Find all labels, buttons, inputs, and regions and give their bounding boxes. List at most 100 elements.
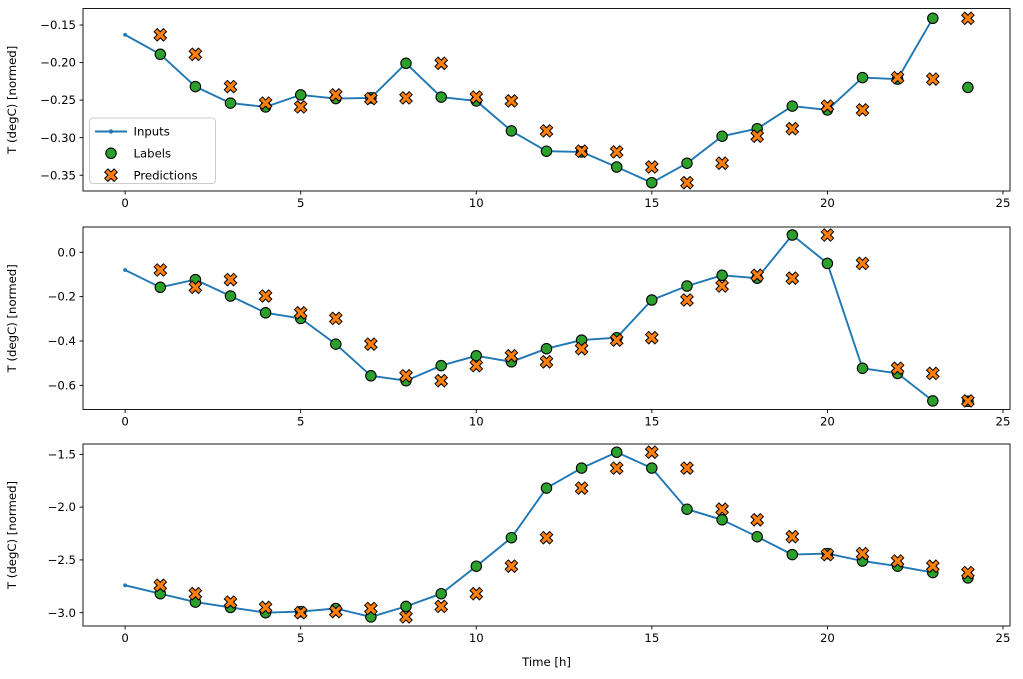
x-tick-label: 5 — [297, 631, 304, 645]
label-marker — [681, 503, 693, 515]
label-marker — [400, 57, 412, 70]
prediction-marker — [189, 48, 201, 60]
y-tick-label: −0.30 — [40, 131, 76, 145]
labels-circle-icon — [105, 147, 117, 160]
y-tick-label: −2.5 — [48, 553, 76, 567]
label-marker — [470, 350, 483, 362]
x-tick-label: 15 — [644, 415, 659, 429]
legend-item-labels: Labels — [105, 146, 171, 160]
prediction-marker — [295, 607, 307, 619]
prediction-marker — [330, 312, 342, 324]
label-marker — [224, 290, 237, 302]
prediction-marker — [365, 338, 377, 350]
prediction-marker — [856, 548, 869, 560]
prediction-marker — [224, 81, 237, 93]
prediction-marker — [892, 72, 904, 84]
legend: Inputs Labels Predictions — [89, 117, 216, 184]
label-marker — [540, 145, 553, 157]
label-marker — [470, 560, 483, 572]
y-tick-label: −0.4 — [48, 334, 76, 348]
inputs-dot-icon — [108, 129, 114, 134]
prediction-marker — [681, 177, 693, 189]
label-marker — [505, 531, 518, 544]
prediction-marker — [295, 307, 307, 319]
prediction-marker — [189, 588, 201, 600]
label-marker — [681, 157, 693, 169]
prediction-marker — [470, 588, 482, 600]
prediction-marker — [751, 269, 763, 281]
inputs-line — [124, 451, 933, 618]
prediction-marker — [224, 274, 237, 286]
prediction-marker — [646, 446, 658, 458]
x-axis-title: Time [h] — [521, 655, 571, 669]
predictions-series — [153, 228, 975, 408]
label-marker — [716, 514, 728, 526]
label-marker — [435, 359, 447, 372]
label-marker — [505, 125, 518, 137]
inputs-series — [123, 450, 935, 619]
prediction-marker — [786, 272, 798, 284]
inputs-series — [123, 233, 935, 403]
x-tick-label: 25 — [996, 415, 1011, 429]
prediction-marker — [540, 532, 553, 544]
input-point — [123, 268, 127, 272]
prediction-marker — [435, 375, 447, 387]
label-marker — [259, 307, 272, 319]
prediction-marker — [611, 334, 623, 346]
prediction-marker — [260, 290, 272, 302]
input-point — [123, 583, 127, 588]
labels-series — [154, 12, 974, 189]
y-tick-label: −0.25 — [40, 93, 76, 107]
y-tick-label: −1.5 — [48, 447, 76, 461]
predictions-series — [153, 445, 975, 624]
prediction-marker — [154, 264, 166, 276]
prediction-marker — [962, 567, 974, 579]
label-marker — [154, 281, 167, 294]
label-marker — [610, 161, 623, 173]
prediction-marker — [224, 596, 237, 608]
prediction-marker — [470, 91, 482, 103]
prediction-marker — [962, 12, 974, 24]
y-tick-label: −0.20 — [40, 56, 76, 70]
label-marker — [786, 100, 799, 112]
prediction-marker — [821, 100, 833, 112]
prediction-marker — [330, 606, 342, 618]
label-marker — [646, 462, 658, 474]
label-marker — [646, 294, 658, 306]
prediction-marker — [260, 601, 272, 613]
inputs-series — [123, 16, 935, 185]
label-marker — [540, 342, 553, 355]
labels-series — [154, 229, 974, 408]
prediction-marker — [400, 611, 412, 623]
x-tick-label: 10 — [469, 415, 484, 429]
prediction-marker — [260, 97, 272, 109]
prediction-marker — [786, 123, 798, 135]
prediction-marker — [435, 57, 447, 69]
label-marker — [681, 280, 693, 292]
prediction-marker — [892, 362, 904, 374]
label-marker — [821, 257, 834, 270]
subplot-3: 0 5 10 15 20 25 −1.5 −2.0 −2.5 −3.0 — [48, 443, 1011, 645]
prediction-marker — [856, 257, 869, 269]
label-marker — [435, 91, 447, 103]
prediction-marker — [751, 130, 763, 142]
x-tick-label: 20 — [820, 196, 835, 210]
prediction-marker — [962, 395, 974, 407]
label-marker — [365, 370, 377, 382]
y-tick-label: −3.0 — [48, 606, 76, 620]
label-marker — [786, 548, 799, 561]
label-marker — [540, 482, 553, 494]
input-point — [123, 32, 127, 37]
x-tick-label: 20 — [820, 415, 835, 429]
prediction-marker — [576, 145, 588, 157]
label-marker — [927, 395, 939, 407]
y-axis-title-2: T (degC) [normed] — [5, 264, 19, 373]
label-marker — [646, 176, 658, 189]
label-marker — [294, 89, 307, 101]
prediction-marker — [821, 229, 833, 241]
inputs-line — [124, 17, 934, 184]
prediction-marker — [505, 350, 517, 362]
legend-label-predictions: Predictions — [134, 168, 198, 182]
x-tick-label: 5 — [297, 415, 304, 429]
